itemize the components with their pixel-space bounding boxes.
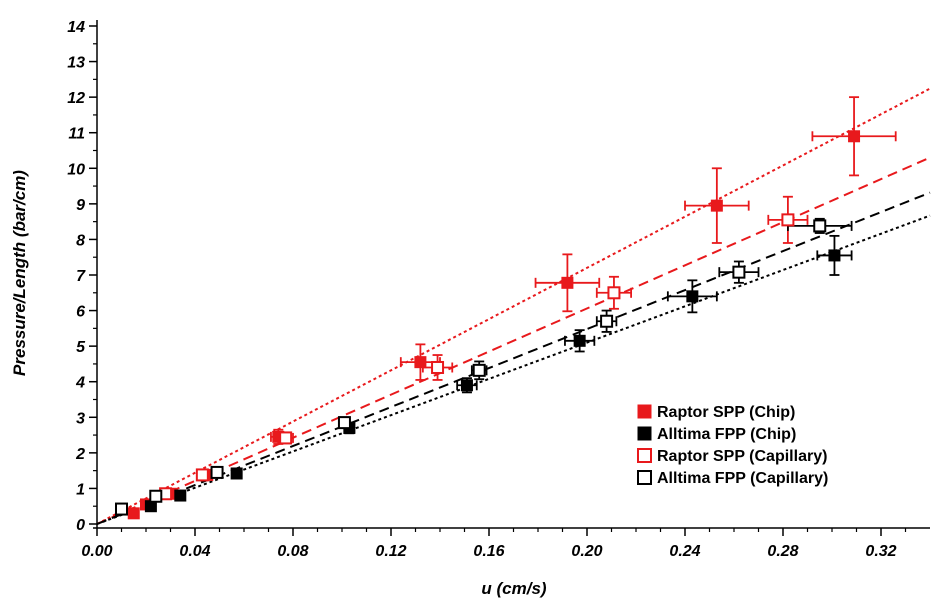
- y-tick-label: 2: [75, 446, 85, 463]
- x-tick-label: 0.16: [473, 543, 504, 560]
- data-point: [848, 130, 861, 143]
- legend-label: Raptor SPP (Chip): [657, 404, 795, 421]
- y-tick-label: 5: [76, 339, 86, 356]
- legend-marker: [637, 404, 652, 419]
- legend-label: Raptor SPP (Capillary): [657, 448, 827, 465]
- data-point: [414, 356, 427, 369]
- x-tick-label: 0.12: [375, 543, 406, 560]
- data-point: [561, 276, 574, 289]
- y-tick-label: 14: [67, 19, 85, 36]
- x-tick-label: 0.00: [81, 543, 112, 560]
- x-tick-label: 0.04: [179, 543, 210, 560]
- data-point: [115, 502, 128, 516]
- data-point: [710, 199, 723, 212]
- y-tick-label: 8: [76, 232, 85, 249]
- legend-label: Alltima FPP (Capillary): [657, 470, 828, 487]
- y-tick-label: 7: [76, 268, 86, 285]
- data-point: [600, 314, 614, 328]
- fit-line: [96, 87, 931, 525]
- x-tick-label: 0.20: [571, 543, 602, 560]
- x-tick-label: 0.32: [865, 543, 896, 560]
- data-markers: [115, 130, 861, 520]
- y-tick-label: 3: [76, 410, 85, 427]
- data-point: [573, 334, 586, 347]
- data-point: [828, 249, 841, 262]
- y-axis-title: Pressure/Length (bar/cm): [10, 170, 29, 376]
- data-point: [781, 213, 795, 227]
- data-point: [230, 467, 243, 480]
- data-point: [732, 265, 746, 279]
- x-tick-label: 0.24: [669, 543, 700, 560]
- fit-line: [96, 214, 931, 525]
- data-point: [127, 507, 140, 520]
- y-tick-label: 11: [68, 126, 85, 143]
- data-point: [279, 431, 293, 445]
- legend: Raptor SPP (Chip) Alltima FPP (Chip) Rapto…: [637, 404, 828, 487]
- data-point: [210, 465, 224, 479]
- y-tick-label: 4: [75, 375, 85, 392]
- legend-marker: [637, 470, 652, 485]
- data-point: [431, 360, 445, 374]
- legend-label: Alltima FPP (Chip): [657, 426, 796, 443]
- y-tick-label: 6: [76, 304, 85, 321]
- y-tick-label: 1: [76, 481, 85, 498]
- legend-marker: [637, 448, 652, 463]
- data-point: [149, 489, 163, 503]
- y-tick-label: 12: [67, 90, 85, 107]
- x-tick-label: 0.08: [277, 543, 308, 560]
- legend-marker: [637, 426, 652, 441]
- data-point: [460, 379, 473, 392]
- data-point: [686, 290, 699, 303]
- data-point: [472, 363, 486, 377]
- data-point: [813, 219, 827, 233]
- y-tick-label: 0: [76, 517, 85, 534]
- data-point: [337, 416, 351, 430]
- data-point: [607, 286, 621, 300]
- x-axis-title: u (cm/s): [481, 579, 547, 598]
- y-tick-label: 10: [67, 161, 85, 178]
- data-point: [195, 468, 209, 482]
- x-tick-label: 0.28: [767, 543, 798, 560]
- axes: [89, 20, 930, 536]
- data-point: [174, 489, 187, 502]
- y-tick-label: 9: [76, 197, 85, 214]
- y-tick-label: 13: [67, 55, 85, 72]
